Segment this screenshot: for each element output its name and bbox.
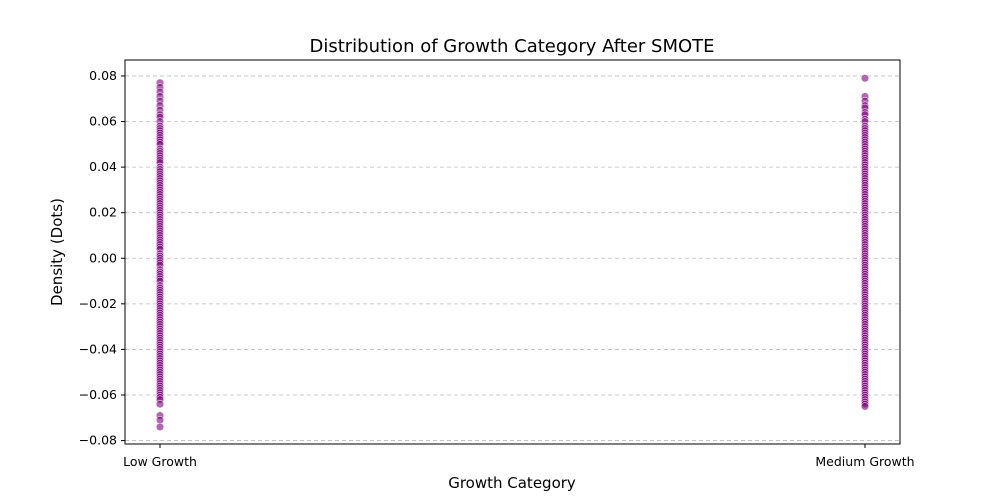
- data-point: [860, 402, 870, 411]
- y-gridlines: [125, 75, 900, 441]
- y-tick-label: −0.04: [79, 341, 117, 356]
- data-point: [860, 74, 870, 83]
- y-tick-label: 0.02: [89, 205, 117, 220]
- y-axis-label: Density (Dots): [48, 198, 66, 306]
- x-axis-label: Growth Category: [448, 474, 576, 492]
- y-tick-label: −0.02: [79, 296, 117, 311]
- x-tick-label: Low Growth: [123, 454, 197, 469]
- y-tick-label: −0.06: [79, 387, 117, 402]
- x-axis-ticks: Low Growth Medium Growth: [123, 444, 915, 469]
- data-point: [155, 416, 165, 425]
- y-axis-ticks: 0.08 0.06 0.04 0.02 0.00 −0.02 −0.04 −0.06 −0.08: [79, 68, 125, 448]
- y-tick-label: −0.08: [79, 433, 117, 448]
- plot-frame: [124, 59, 901, 445]
- data-point: [155, 400, 165, 409]
- data-points: [155, 74, 870, 431]
- y-tick-label: 0.04: [89, 159, 117, 174]
- y-tick-label: 0.06: [89, 114, 117, 129]
- chart-title: Distribution of Growth Category After SM…: [309, 36, 714, 57]
- x-tick-label: Medium Growth: [815, 454, 914, 469]
- y-tick-label: 0.08: [89, 68, 117, 83]
- y-tick-label: 0.00: [89, 250, 117, 265]
- data-point: [155, 422, 165, 431]
